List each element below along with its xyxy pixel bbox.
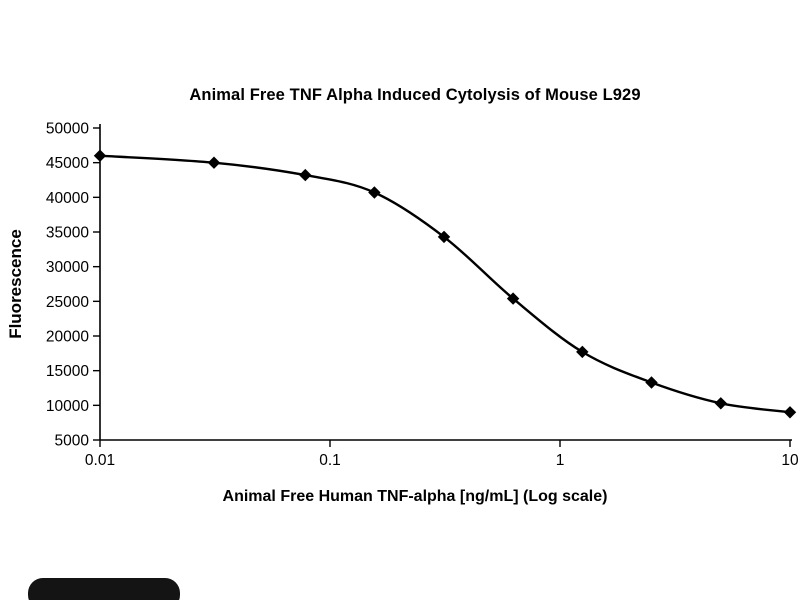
y-tick-label: 45000 (46, 155, 89, 172)
x-axis-title: Animal Free Human TNF-alpha [ng/mL] (Log… (222, 488, 608, 505)
data-point-marker (299, 168, 312, 182)
x-tick-label: 1 (556, 452, 565, 469)
data-point-marker (437, 230, 451, 244)
data-point-marker (783, 406, 797, 419)
y-tick-label: 20000 (46, 328, 89, 345)
y-tick-label: 35000 (46, 224, 89, 241)
data-line (98, 154, 792, 414)
chart-title: Animal Free TNF Alpha Induced Cytolysis … (189, 86, 641, 104)
data-point-marker (645, 376, 658, 389)
y-tick-label: 50000 (46, 120, 89, 137)
data-point-marker (207, 156, 221, 169)
data-point-marker (714, 397, 728, 410)
bottom-left-pill (28, 578, 180, 600)
y-tick-label: 15000 (46, 363, 89, 380)
x-tick-label: 0.1 (319, 452, 341, 469)
x-tick-label: 0.01 (85, 452, 115, 469)
data-point-marker (506, 292, 520, 305)
y-tick-label: 25000 (46, 294, 89, 311)
y-tick-label: 30000 (46, 259, 89, 276)
y-axis-title: Fluorescence (6, 229, 25, 339)
y-tick-label: 40000 (46, 190, 89, 207)
data-point-marker (368, 186, 381, 199)
x-tick-label: 10 (781, 452, 799, 469)
y-tick-label: 10000 (46, 398, 89, 415)
data-point-marker (576, 345, 589, 359)
y-tick-label: 5000 (55, 432, 90, 449)
data-point-marker (93, 149, 107, 162)
